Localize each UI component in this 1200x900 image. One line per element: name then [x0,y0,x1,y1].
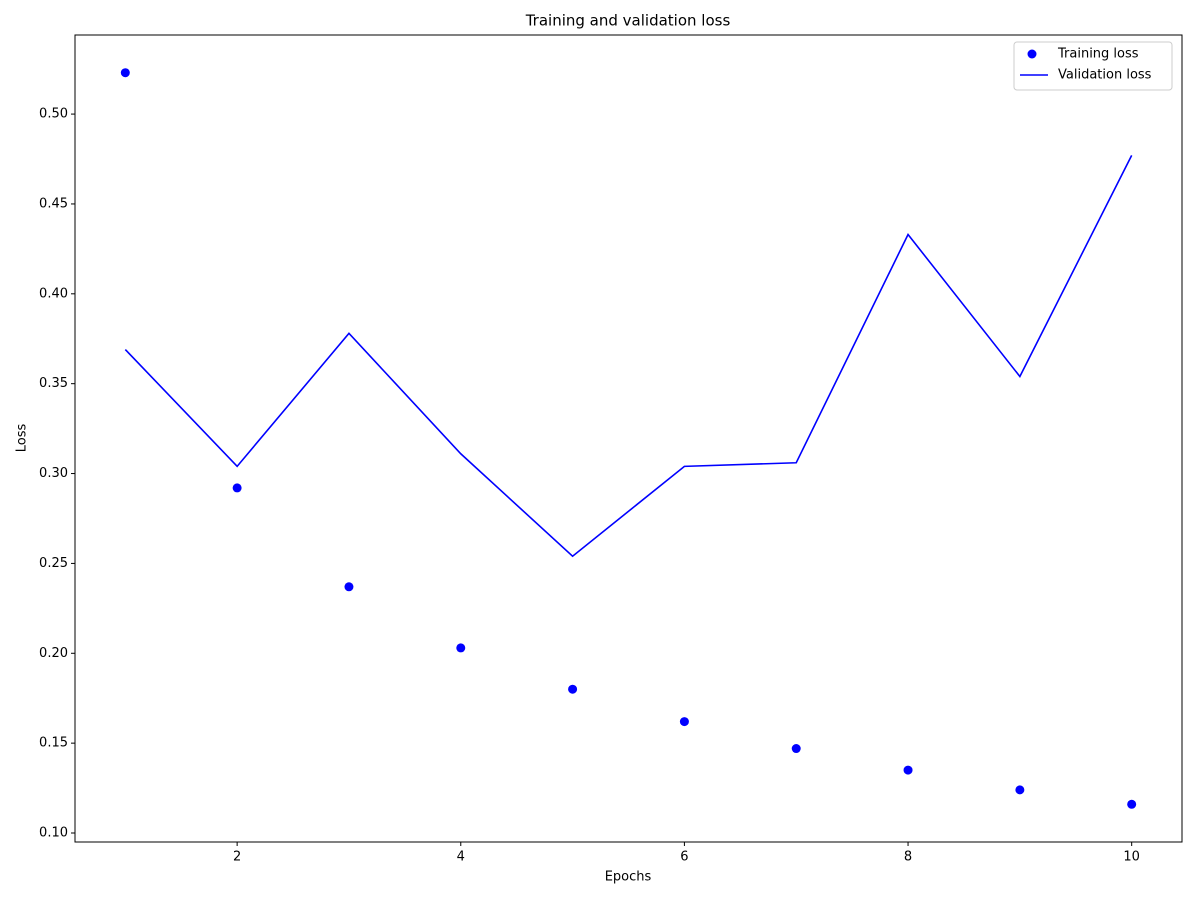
data-point [232,483,242,493]
data-point [456,643,466,653]
x-tick-label: 6 [680,850,688,865]
data-point [120,68,130,78]
legend-marker [1027,49,1037,59]
y-tick-label: 0.25 [39,556,68,571]
legend-label: Validation loss [1058,68,1152,83]
legend-box [1013,41,1173,91]
y-tick-label: 0.50 [39,107,68,122]
data-line [124,155,1133,558]
x-tick-label: 4 [457,850,465,865]
data-point [679,717,689,727]
y-axis-label: Loss [15,424,30,453]
y-tick-label: 0.20 [39,646,68,661]
x-tick-label: 10 [1123,850,1140,865]
x-tick-label: 2 [233,850,241,865]
data-point [568,684,578,694]
data-point [1127,799,1137,809]
y-tick-label: 0.15 [39,736,68,751]
chart-title: Training and validation loss [525,12,731,30]
y-tick-label: 0.30 [39,466,68,481]
x-tick-label: 8 [904,850,912,865]
legend-label: Training loss [1057,47,1139,62]
y-tick-label: 0.45 [39,196,68,211]
y-tick-label: 0.35 [39,376,68,391]
data-point [1015,785,1025,795]
data-point [344,582,354,592]
y-tick-label: 0.40 [39,286,68,301]
data-point [791,744,801,754]
x-axis-label: Epochs [605,870,652,885]
y-tick-label: 0.10 [39,826,68,841]
plot-frame [74,34,1183,843]
data-point [903,765,913,775]
